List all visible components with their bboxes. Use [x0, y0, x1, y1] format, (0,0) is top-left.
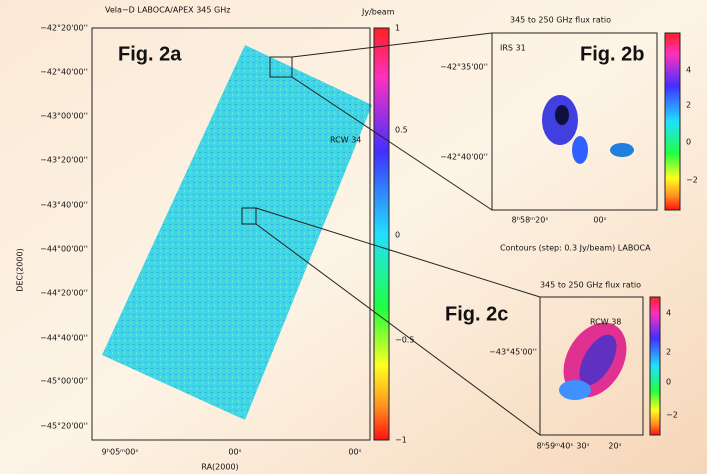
colorbar-tick-label: 2 — [686, 101, 691, 110]
y-tick-label: −43°20'00'' — [40, 156, 88, 165]
colorbar-tick-label: −2 — [666, 411, 678, 420]
colorbar-tick-label: 0.5 — [395, 126, 408, 135]
y-tick-label: −42°20'00'' — [40, 24, 88, 33]
figure: Fig. 2a Fig. 2b Fig. 2c Vela−D LABOCA/AP… — [0, 0, 707, 474]
fig-label: Fig. 2c — [445, 303, 508, 325]
y-tick-label: −44°20'00'' — [40, 289, 88, 298]
unit-label: Jy/beam — [361, 8, 395, 17]
colorbar-tick-label: 0 — [686, 138, 691, 147]
colorbar-tick-label: 0 — [666, 378, 671, 387]
x-tick-label: 8ʰ58ᵐ20ˢ — [512, 216, 549, 225]
background — [0, 0, 707, 474]
x-tick-label: 00ˢ — [228, 448, 241, 457]
y-tick-label: −45°20'00'' — [40, 422, 88, 431]
y-tick-label: −43°40'00'' — [40, 201, 88, 210]
colorbar-a — [374, 28, 389, 440]
colorbar-tick-label: −2 — [686, 176, 698, 185]
colorbar-c — [650, 297, 660, 435]
y-tick-label: −42°40'00'' — [440, 153, 488, 162]
colorbar-tick-label: 4 — [686, 66, 691, 75]
colorbar-b — [665, 33, 680, 210]
x-tick-label: 8ʰ59ᵐ40ˢ — [537, 442, 574, 451]
y-tick-label: −45°00'00'' — [40, 377, 88, 386]
fig-label: Fig. 2b — [580, 43, 644, 65]
y-tick-label: −42°40'00'' — [40, 68, 88, 77]
annotation: RCW 34 — [330, 136, 361, 145]
panel-title: Vela−D LABOCA/APEX 345 GHz — [105, 6, 230, 15]
y-tick-label: −44°40'00'' — [40, 334, 88, 343]
x-tick-label: 9ʰ05ᵐ00ˢ — [102, 448, 139, 457]
colorbar-tick-label: 2 — [666, 348, 671, 357]
x-axis-label: RA(2000) — [201, 463, 238, 472]
colorbar-tick-label: 1 — [395, 24, 400, 33]
y-tick-label: −43°45'00'' — [489, 348, 537, 357]
contour-note: Contours (step: 0.3 Jy/beam) LABOCA — [500, 244, 651, 253]
x-tick-label: 00ˢ — [593, 216, 606, 225]
panel-title: 345 to 250 GHz flux ratio — [510, 16, 611, 25]
y-tick-label: −43°00'00'' — [40, 112, 88, 121]
colorbar-tick-label: −0.5 — [395, 336, 414, 345]
x-tick-label: 20ˢ — [608, 442, 621, 451]
source-label: RCW 38 — [590, 318, 621, 327]
colorbar-tick-label: −1 — [395, 436, 407, 445]
panel-title: 345 to 250 GHz flux ratio — [540, 281, 641, 290]
y-axis-label: DEC(2000) — [16, 248, 25, 291]
y-tick-label: −42°35'00'' — [440, 63, 488, 72]
x-tick-label: 30ˢ — [576, 442, 589, 451]
fig-label: Fig. 2a — [118, 43, 182, 65]
colorbar-tick-label: 0 — [395, 231, 400, 240]
source-label: IRS 31 — [500, 44, 526, 53]
colorbar-tick-label: 4 — [666, 309, 671, 318]
x-tick-label: 00ˢ — [348, 448, 361, 457]
y-tick-label: −44°00'00'' — [40, 245, 88, 254]
